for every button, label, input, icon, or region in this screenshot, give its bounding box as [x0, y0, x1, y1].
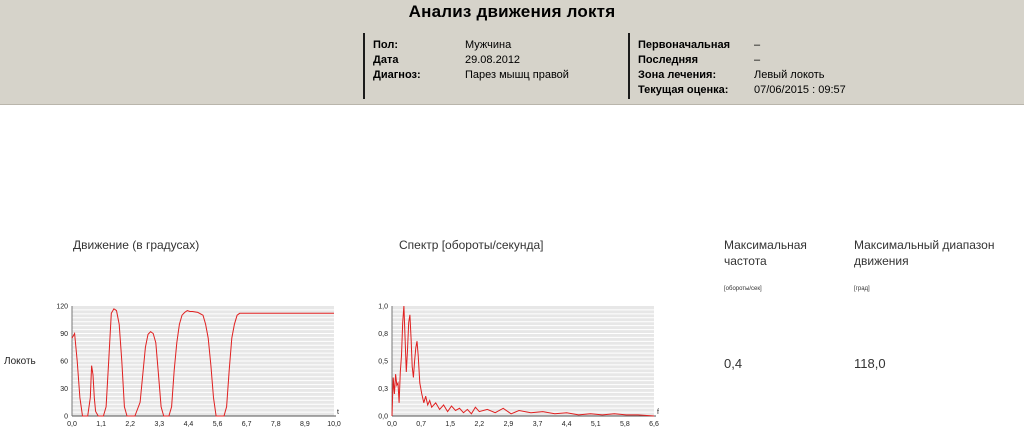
info-value: –	[754, 39, 761, 51]
spectrum-y-tick-label: 1,0	[378, 304, 388, 311]
info-value: Мужчина	[465, 39, 512, 51]
spectrum-y-tick-label: 0,5	[378, 359, 388, 366]
spectrum-x-tick-label: 2,2	[474, 421, 484, 428]
spectrum-x-tick-label: 4,4	[562, 421, 572, 428]
motion-x-tick-label: 3,3	[154, 421, 164, 428]
info-key: Текущая оценка:	[638, 84, 729, 96]
info-key: Дата	[373, 54, 399, 66]
report-title: Анализ движения локтя	[408, 2, 616, 21]
motion-x-tick-label: 0,0	[67, 421, 77, 428]
spectrum-x-tick-label: 6,6	[649, 421, 659, 428]
info-key: Пол:	[373, 39, 399, 51]
max-range-title: Максимальный диапазон движения	[854, 238, 995, 268]
motion-y-tick-label: 0	[64, 414, 68, 421]
max-range-value: 118,0	[854, 356, 886, 371]
spectrum-chart: 0,0 0,7 1,5 2,2 2,9 3,7 4,4 5,1 5,8 6,6 0,0 0,3 0,5 0…	[378, 304, 659, 429]
max-range-unit: [град]	[854, 286, 870, 292]
info-value: 29.08.2012	[465, 54, 521, 66]
motion-x-tick-label: 5,6	[213, 421, 223, 428]
motion-series-line	[71, 308, 334, 417]
patient-info-block: Пол: Мужчина Дата 29.08.2012 Диагноз: Па…	[363, 33, 625, 99]
info-key: Последняя	[638, 54, 699, 66]
report-header: Анализ движения локтя Пол: Мужчина Дата …	[0, 0, 1024, 105]
info-value: 07/06/2015 : 09:57	[754, 84, 846, 96]
motion-x-tick-label: 2,2	[125, 421, 135, 428]
spectrum-chart-title: Спектр [обороты/секунда]	[399, 238, 544, 252]
spectrum-x-axis-symbol: f	[657, 409, 659, 416]
spectrum-x-tick-label: 1,5	[445, 421, 455, 428]
info-key: Первоначальная	[638, 39, 731, 51]
motion-y-tick-label: 120	[56, 304, 68, 311]
motion-y-tick-label: 30	[60, 386, 68, 393]
max-frequency-title: Максимальная частота	[724, 238, 807, 268]
motion-chart-title: Движение (в градусах)	[73, 238, 200, 252]
max-frequency-unit: [обороты/сек]	[724, 286, 762, 292]
motion-x-tick-label: 7,8	[271, 421, 281, 428]
motion-x-axis-symbol: t	[337, 409, 339, 416]
info-value: –	[754, 54, 761, 66]
spectrum-x-tick-label: 3,7	[533, 421, 543, 428]
motion-x-tick-label: 10,0	[327, 421, 341, 428]
motion-x-tick-label: 1,1	[96, 421, 106, 428]
motion-y-tick-label: 90	[60, 331, 68, 338]
spectrum-x-tick-label: 0,7	[416, 421, 426, 428]
motion-y-tick-label: 60	[60, 359, 68, 366]
spectrum-x-tick-label: 2,9	[504, 421, 514, 428]
motion-x-tick-label: 8,9	[300, 421, 310, 428]
info-value: Левый локоть	[754, 69, 825, 81]
max-frequency-value: 0,4	[724, 356, 743, 371]
motion-x-tick-label: 4,4	[184, 421, 194, 428]
info-value: Парез мышц правой	[465, 69, 569, 81]
motion-x-tick-label: 6,7	[242, 421, 252, 428]
spectrum-y-tick-label: 0,0	[378, 414, 388, 421]
info-key: Диагноз:	[373, 69, 421, 81]
row-label-elbow: Локоть	[4, 356, 36, 367]
spectrum-y-tick-label: 0,3	[378, 386, 388, 393]
spectrum-x-tick-label: 0,0	[387, 421, 397, 428]
spectrum-series-line	[391, 305, 655, 417]
spectrum-x-tick-label: 5,1	[591, 421, 601, 428]
spectrum-y-tick-label: 0,8	[378, 331, 388, 338]
assessment-info-block: Первоначальная – Последняя – Зона лечени…	[628, 33, 870, 99]
motion-chart: 0,0 1,1 2,2 3,3 4,4 5,6 6,7 7,8 8,9 10,0 0 30 60 90 12…	[56, 304, 341, 429]
info-key: Зона лечения:	[638, 69, 717, 81]
spectrum-x-tick-label: 5,8	[620, 421, 630, 428]
